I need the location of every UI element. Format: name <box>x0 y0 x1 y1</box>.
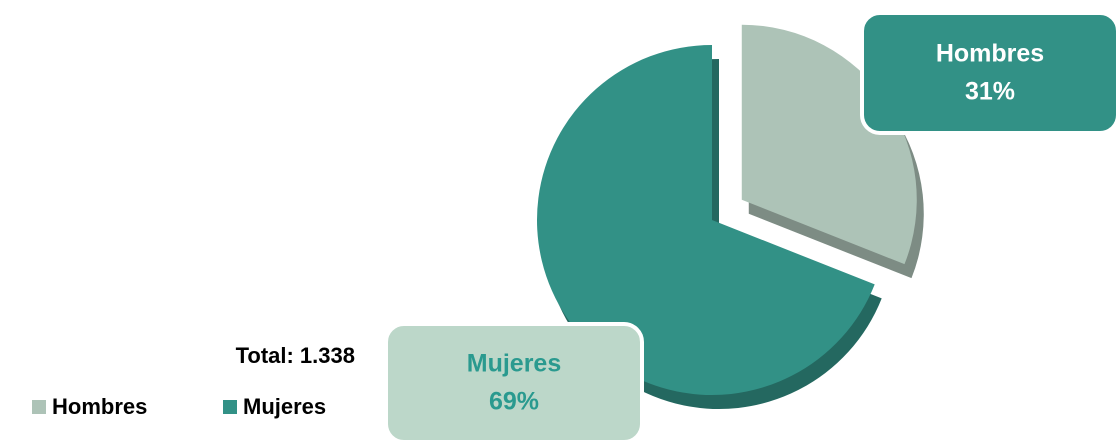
callout-name: Mujeres <box>467 350 561 378</box>
callout-box <box>384 322 644 442</box>
callout-value: 31% <box>965 78 1015 106</box>
callout-value: 69% <box>489 388 539 416</box>
legend-label: Mujeres <box>243 394 326 419</box>
total-annotation: Total: 1.338 <box>236 343 355 368</box>
legend-label: Hombres <box>52 394 147 419</box>
legend-swatch <box>223 400 237 414</box>
callout-box <box>860 11 1119 135</box>
legend-swatch <box>32 400 46 414</box>
callout-name: Hombres <box>936 40 1044 68</box>
slice <box>536 45 875 395</box>
